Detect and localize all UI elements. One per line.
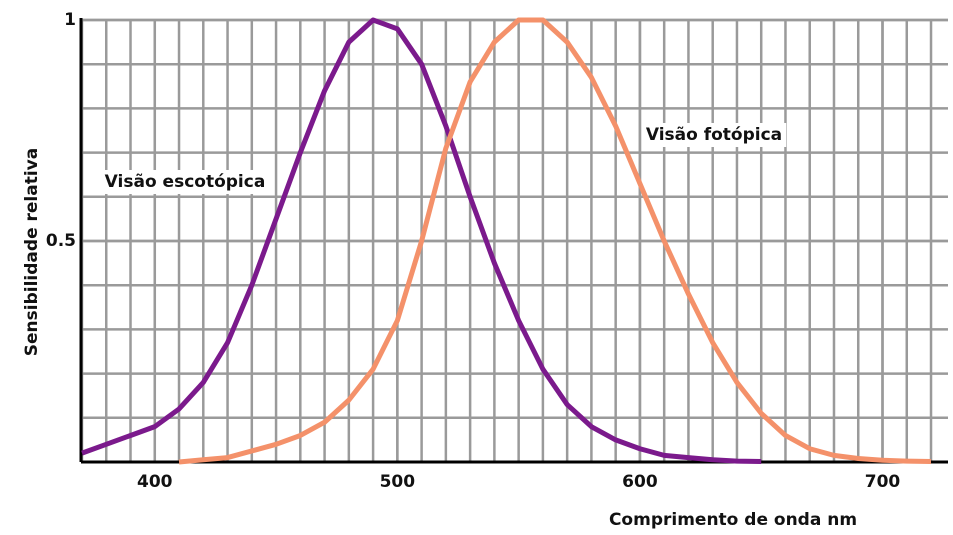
label-background bbox=[100, 170, 270, 194]
x-tick-label: 600 bbox=[622, 472, 658, 492]
series-label: Visão fotópica bbox=[646, 125, 782, 145]
series-label: Visão escotópica bbox=[105, 172, 266, 192]
x-axis-label: Comprimento de onda nm bbox=[609, 510, 857, 530]
x-tick-label: 500 bbox=[380, 472, 416, 492]
x-tick-label: 700 bbox=[865, 472, 901, 492]
y-tick-label: 1 bbox=[64, 10, 76, 30]
label-background bbox=[641, 123, 787, 147]
x-tick-label: 400 bbox=[137, 472, 173, 492]
y-tick-label: 0.5 bbox=[46, 231, 76, 251]
series-line bbox=[81, 17, 762, 465]
series-line bbox=[178, 17, 932, 465]
y-axis-label: Sensibilidade relativa bbox=[22, 148, 42, 356]
